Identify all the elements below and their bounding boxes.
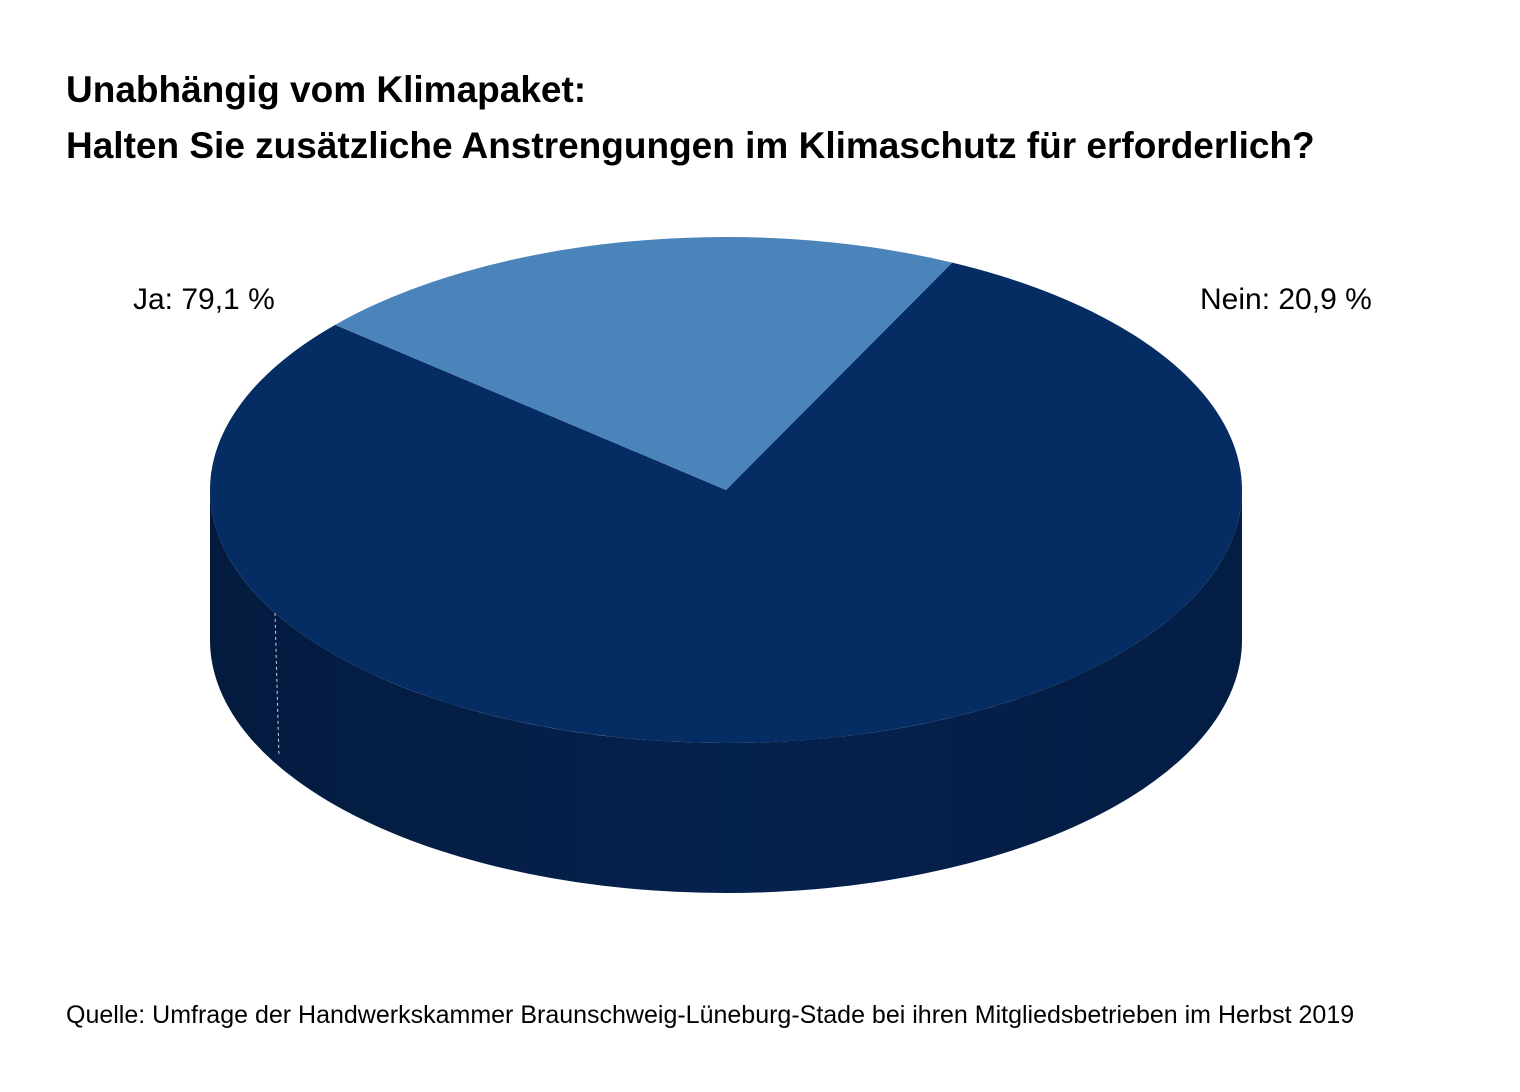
pie-slice-ja (209, 262, 1242, 743)
slice-label-ja: Ja: 79,1 % (133, 283, 275, 316)
source-note: Quelle: Umfrage der Handwerkskammer Brau… (66, 1001, 1355, 1029)
chart-title-line-1: Unabhängig vom Klimapaket: (66, 69, 587, 110)
pie-tops (209, 237, 1242, 743)
chart-title-line-2: Halten Sie zusätzliche Anstrengungen im … (66, 125, 1315, 166)
pie-sides (210, 490, 1242, 893)
pie-slice-nein (335, 237, 953, 490)
pie-side-shade-ja (210, 490, 1242, 893)
chart-title: Unabhängig vom Klimapaket: Halten Sie zu… (66, 62, 1315, 174)
pie-seam-line (274, 612, 280, 757)
slice-label-nein: Nein: 20,9 % (1200, 283, 1372, 316)
